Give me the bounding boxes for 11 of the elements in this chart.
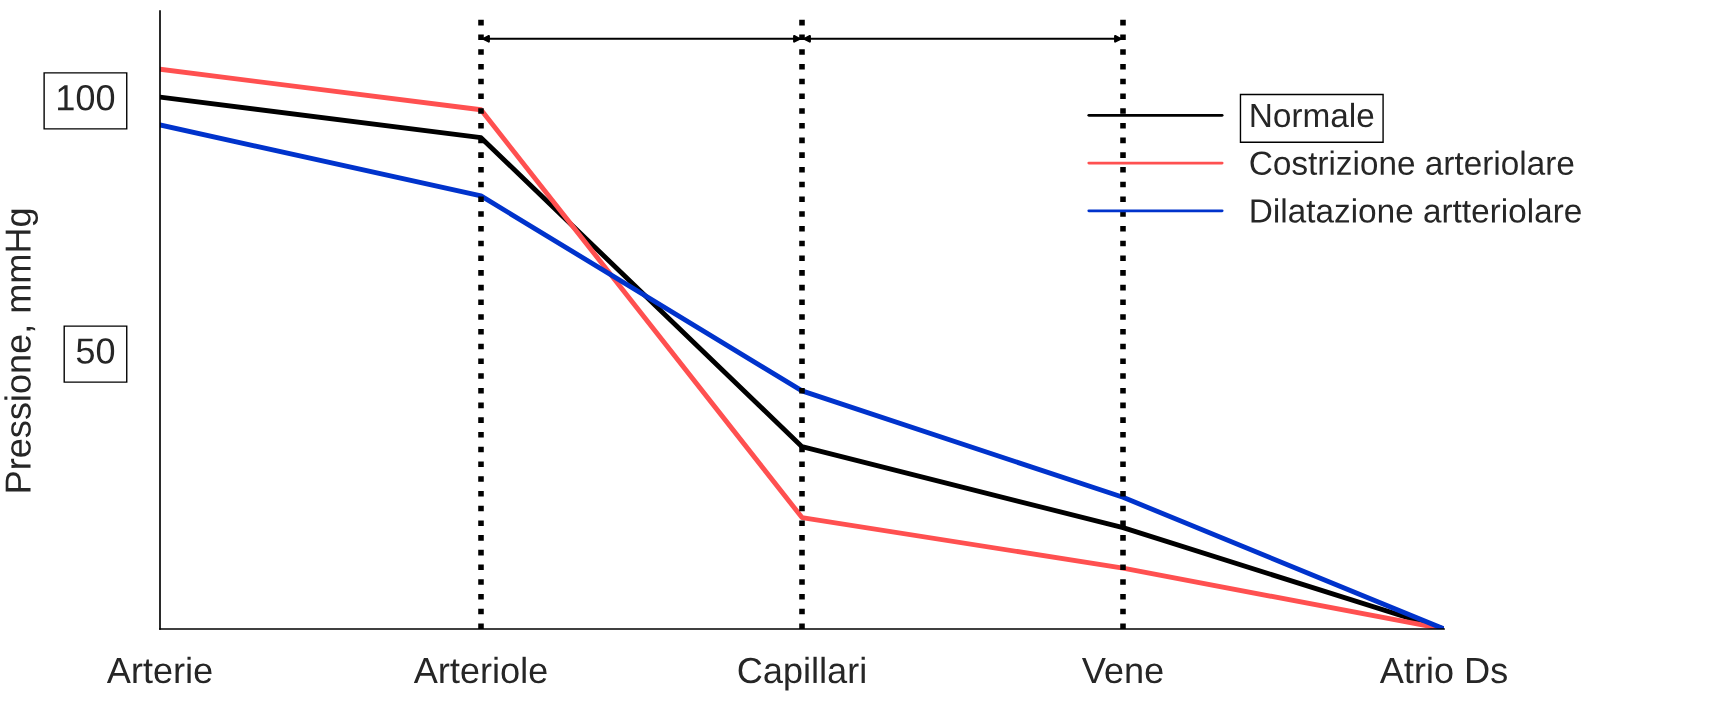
legend-label: Dilatazione artteriolare bbox=[1251, 198, 1581, 223]
y-tick-label: 50 bbox=[76, 338, 115, 364]
x-tick-label: Arterie bbox=[106, 656, 212, 684]
y-tick-label: 100 bbox=[58, 84, 115, 111]
legend-label: Normale bbox=[1251, 102, 1374, 128]
legend-label: Costrizione arteriolare bbox=[1250, 150, 1574, 176]
x-tick-label: Arteriole bbox=[413, 656, 547, 684]
x-tick-label: Atrio Ds bbox=[1379, 656, 1507, 684]
x-tick-label: Capillari bbox=[738, 656, 865, 691]
x-tick-label: Vene bbox=[1081, 658, 1163, 684]
y-axis-title: Pressione, mmHg bbox=[4, 209, 39, 492]
